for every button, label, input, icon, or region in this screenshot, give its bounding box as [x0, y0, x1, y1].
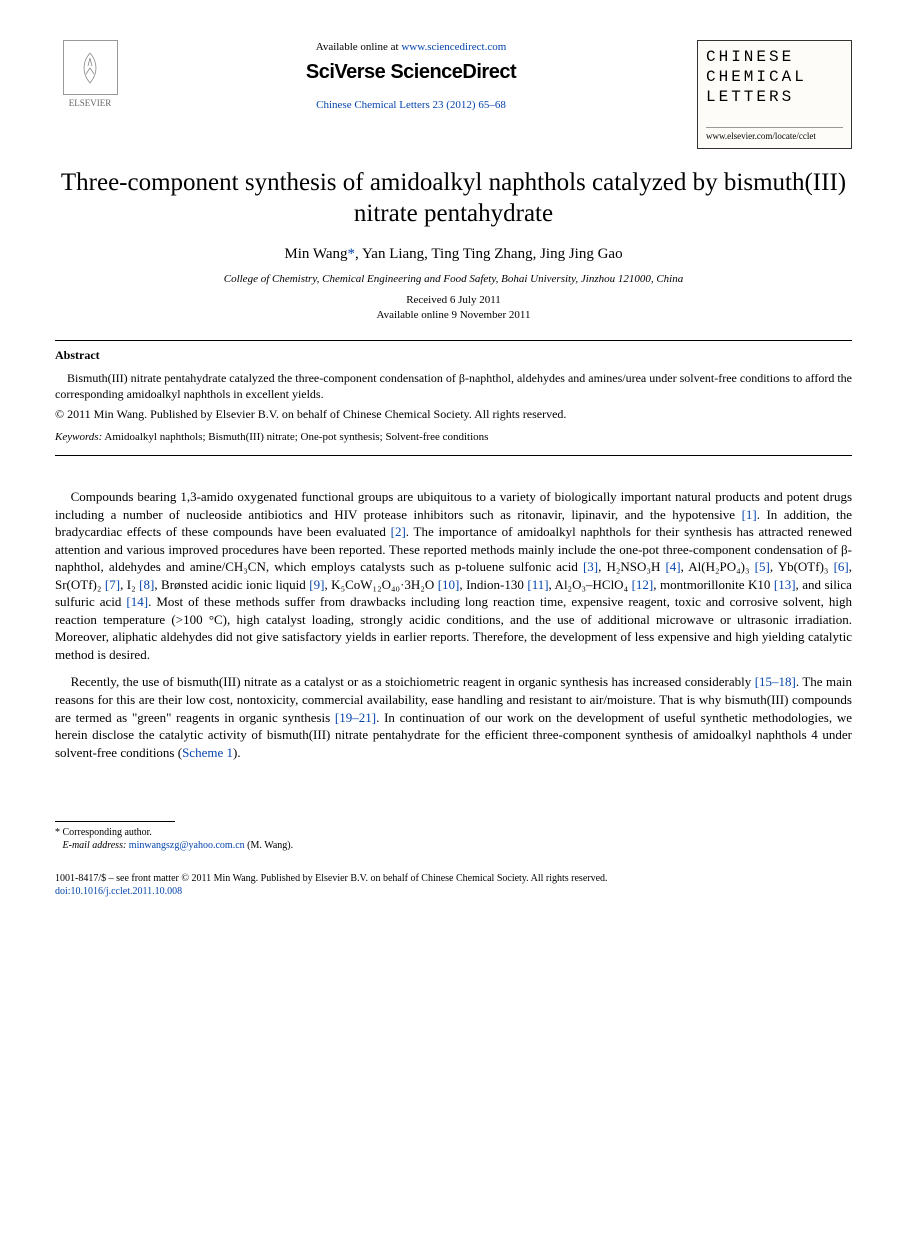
- scheme-1-link[interactable]: Scheme 1: [182, 745, 233, 760]
- footnote-separator: [55, 821, 175, 822]
- ref-5[interactable]: [5]: [755, 559, 770, 574]
- ref-14[interactable]: [14]: [126, 594, 148, 609]
- doi-link[interactable]: doi:10.1016/j.cclet.2011.10.008: [55, 886, 182, 897]
- ref-1[interactable]: [1]: [742, 507, 757, 522]
- citation-link[interactable]: Chinese Chemical Letters 23 (2012) 65–68: [316, 99, 506, 111]
- ref-7[interactable]: [7]: [105, 577, 120, 592]
- ref-4[interactable]: [4]: [665, 559, 680, 574]
- ref-13[interactable]: [13]: [774, 577, 796, 592]
- ref-12[interactable]: [12]: [632, 577, 654, 592]
- email-line: E-mail address: minwangszg@yahoo.com.cn …: [55, 839, 852, 852]
- sciencedirect-link[interactable]: www.sciencedirect.com: [401, 41, 506, 53]
- elsevier-label: ELSEVIER: [55, 97, 125, 109]
- received-date: Received 6 July 2011: [55, 293, 852, 308]
- abstract-copyright: © 2011 Min Wang. Published by Elsevier B…: [55, 406, 852, 422]
- corresponding-mark: *: [348, 246, 356, 262]
- author-primary: Min Wang: [284, 246, 347, 262]
- front-matter-line: 1001-8417/$ – see front matter © 2011 Mi…: [55, 872, 852, 885]
- footnote: * Corresponding author. E-mail address: …: [55, 826, 852, 852]
- ref-2[interactable]: [2]: [391, 524, 406, 539]
- elsevier-logo: ELSEVIER: [55, 40, 125, 109]
- keywords-label: Keywords:: [55, 431, 102, 443]
- page-header: ELSEVIER Available online at www.science…: [55, 40, 852, 149]
- citation-line: Chinese Chemical Letters 23 (2012) 65–68: [145, 98, 677, 113]
- ref-3[interactable]: [3]: [583, 559, 598, 574]
- available-online: Available online at www.sciencedirect.co…: [145, 40, 677, 55]
- journal-box: Chinese Chemical Letters www.elsevier.co…: [697, 40, 852, 149]
- abstract-text: Bismuth(III) nitrate pentahydrate cataly…: [55, 370, 852, 402]
- ref-10[interactable]: [10]: [438, 577, 460, 592]
- ref-9[interactable]: [9]: [309, 577, 324, 592]
- online-date: Available online 9 November 2011: [55, 308, 852, 323]
- body-paragraph-1: Compounds bearing 1,3-amido oxygenated f…: [55, 488, 852, 663]
- journal-name-3: Letters: [706, 87, 843, 107]
- sciverse-brand: SciVerse ScienceDirect: [145, 59, 677, 86]
- article-title: Three-component synthesis of amidoalkyl …: [55, 167, 852, 230]
- authors-line: Min Wang*, Yan Liang, Ting Ting Zhang, J…: [55, 244, 852, 264]
- doi-line: doi:10.1016/j.cclet.2011.10.008: [55, 885, 852, 898]
- ref-6[interactable]: [6]: [834, 559, 849, 574]
- affiliation: College of Chemistry, Chemical Engineeri…: [55, 272, 852, 287]
- keywords-line: Keywords: Amidoalkyl naphthols; Bismuth(…: [55, 430, 852, 445]
- corresponding-author-note: * Corresponding author.: [55, 826, 852, 839]
- center-header: Available online at www.sciencedirect.co…: [125, 40, 697, 113]
- journal-name-1: Chinese: [706, 47, 843, 67]
- elsevier-tree-icon: [63, 40, 118, 95]
- email-link[interactable]: minwangszg@yahoo.com.cn: [129, 840, 245, 851]
- ref-11[interactable]: [11]: [527, 577, 548, 592]
- divider: [55, 340, 852, 341]
- journal-url: www.elsevier.com/locate/cclet: [706, 127, 843, 142]
- body-paragraph-2: Recently, the use of bismuth(III) nitrat…: [55, 673, 852, 761]
- ref-19-21[interactable]: [19–21]: [335, 710, 376, 725]
- ref-8[interactable]: [8]: [139, 577, 154, 592]
- available-text: Available online at: [316, 41, 402, 53]
- ref-15-18[interactable]: [15–18]: [755, 674, 796, 689]
- article-dates: Received 6 July 2011 Available online 9 …: [55, 293, 852, 323]
- email-label: E-mail address:: [63, 840, 129, 851]
- authors-rest: , Yan Liang, Ting Ting Zhang, Jing Jing …: [355, 246, 623, 262]
- divider: [55, 455, 852, 456]
- email-suffix: (M. Wang).: [245, 840, 293, 851]
- abstract-heading: Abstract: [55, 347, 852, 363]
- journal-name-2: Chemical: [706, 67, 843, 87]
- keywords-text: Amidoalkyl naphthols; Bismuth(III) nitra…: [102, 431, 488, 443]
- front-matter: 1001-8417/$ – see front matter © 2011 Mi…: [55, 872, 852, 898]
